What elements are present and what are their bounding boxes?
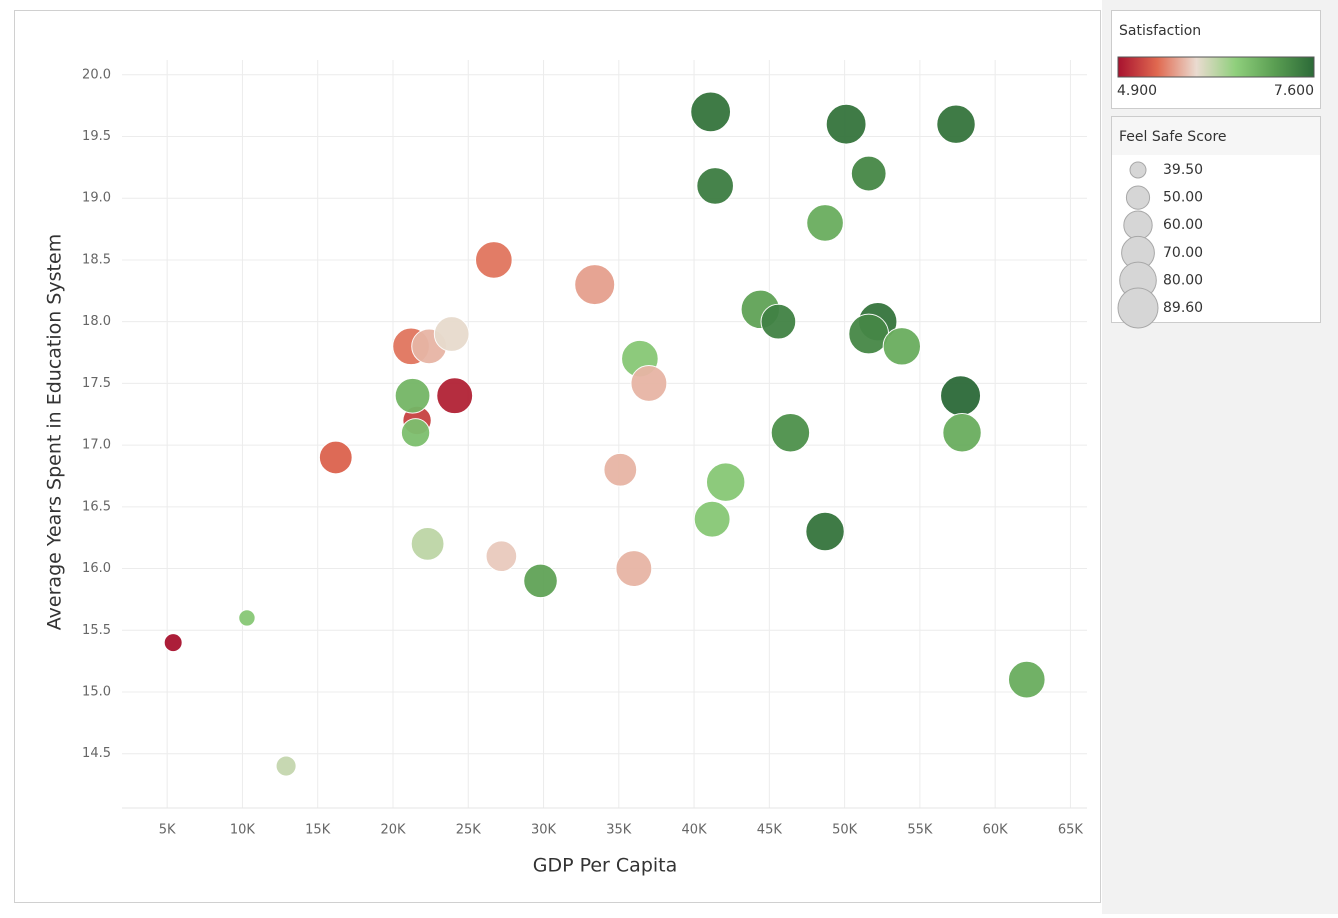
bubble — [848, 313, 890, 355]
size-legend-label: 89.60 — [1163, 300, 1203, 316]
bubble — [318, 440, 353, 475]
y-tick-label: 18.0 — [82, 314, 111, 329]
size-legend-label: 80.00 — [1163, 272, 1203, 288]
x-tick-label: 10K — [230, 823, 256, 838]
bubble — [936, 104, 976, 144]
size-legend-label: 70.00 — [1163, 245, 1203, 261]
bubble — [690, 91, 732, 133]
bubble — [630, 364, 668, 402]
bubble — [400, 418, 431, 448]
y-tick-label: 17.0 — [82, 438, 111, 453]
bubble — [760, 303, 797, 340]
bubble — [942, 413, 982, 453]
bubble — [693, 500, 731, 538]
x-tick-label: 55K — [907, 823, 933, 838]
size-legend: 39.50 50.00 60.00 70.00 80.00 89.60 — [1117, 161, 1203, 329]
y-tick-label: 17.5 — [82, 376, 111, 391]
size-legend-circle — [1129, 161, 1147, 179]
size-legend-label: 60.00 — [1163, 217, 1203, 233]
size-legend-circle — [1125, 185, 1151, 210]
bubble — [485, 540, 518, 573]
bubble — [163, 633, 183, 653]
size-legend-circle — [1123, 210, 1153, 240]
color-legend-max: 7.600 — [1274, 83, 1314, 99]
bubble — [574, 264, 616, 306]
size-legend-title: Feel Safe Score — [1119, 129, 1227, 145]
x-axis-title: GDP Per Capita — [533, 855, 678, 877]
bubble — [806, 204, 844, 242]
x-tick-label: 65K — [1058, 823, 1084, 838]
size-legend-label: 39.50 — [1163, 162, 1203, 178]
bubble — [825, 103, 867, 145]
x-tick-label: 30K — [531, 823, 557, 838]
bubble — [882, 327, 922, 366]
bubble — [770, 413, 811, 453]
bubble — [433, 316, 470, 352]
y-tick-label: 15.5 — [82, 623, 111, 638]
size-legend-label: 50.00 — [1163, 190, 1203, 206]
y-tick-label: 18.5 — [82, 252, 111, 267]
y-tick-label: 19.0 — [82, 191, 111, 206]
x-tick-label: 15K — [305, 823, 331, 838]
bubble — [850, 155, 887, 192]
x-tick-label: 20K — [380, 823, 406, 838]
y-tick-label: 16.5 — [82, 499, 111, 514]
bubble — [410, 526, 445, 561]
bubble — [238, 609, 256, 627]
color-legend-title: Satisfaction — [1119, 23, 1201, 39]
x-tick-label: 35K — [606, 823, 632, 838]
x-tick-label: 50K — [832, 823, 858, 838]
y-tick-label: 15.0 — [82, 684, 111, 699]
x-tick-label: 40K — [682, 823, 708, 838]
size-legend-header — [1112, 117, 1320, 155]
grid: 5K 10K 15K 20K 25K 30K 35K 40K 45K 50K 55K 60K 65K 14… — [82, 60, 1087, 838]
bubble — [940, 375, 982, 417]
y-axis-title: Average Years Spent in Education System — [44, 234, 66, 630]
bubble — [475, 241, 513, 279]
color-legend-min: 4.900 — [1117, 83, 1157, 99]
x-tick-label: 25K — [456, 823, 482, 838]
color-ramp — [1117, 56, 1315, 78]
bubble — [1007, 660, 1046, 699]
y-tick-label: 16.0 — [82, 561, 111, 576]
bubble — [705, 462, 746, 502]
bubble — [696, 167, 734, 205]
x-tick-label: 45K — [757, 823, 783, 838]
bubble — [615, 550, 653, 587]
chart-pane — [14, 10, 1101, 903]
bubble — [275, 755, 297, 777]
x-tick-label: 5K — [159, 823, 176, 838]
y-tick-label: 20.0 — [82, 67, 111, 82]
bubble — [805, 511, 845, 552]
bubble — [394, 377, 431, 414]
size-legend-circle — [1117, 287, 1159, 329]
bubble — [603, 452, 638, 487]
bubble — [436, 377, 474, 415]
y-tick-label: 14.5 — [82, 746, 111, 761]
x-tick-label: 60K — [983, 823, 1009, 838]
bubble — [523, 563, 558, 599]
bubbles — [163, 91, 1046, 777]
y-tick-label: 19.5 — [82, 129, 111, 144]
